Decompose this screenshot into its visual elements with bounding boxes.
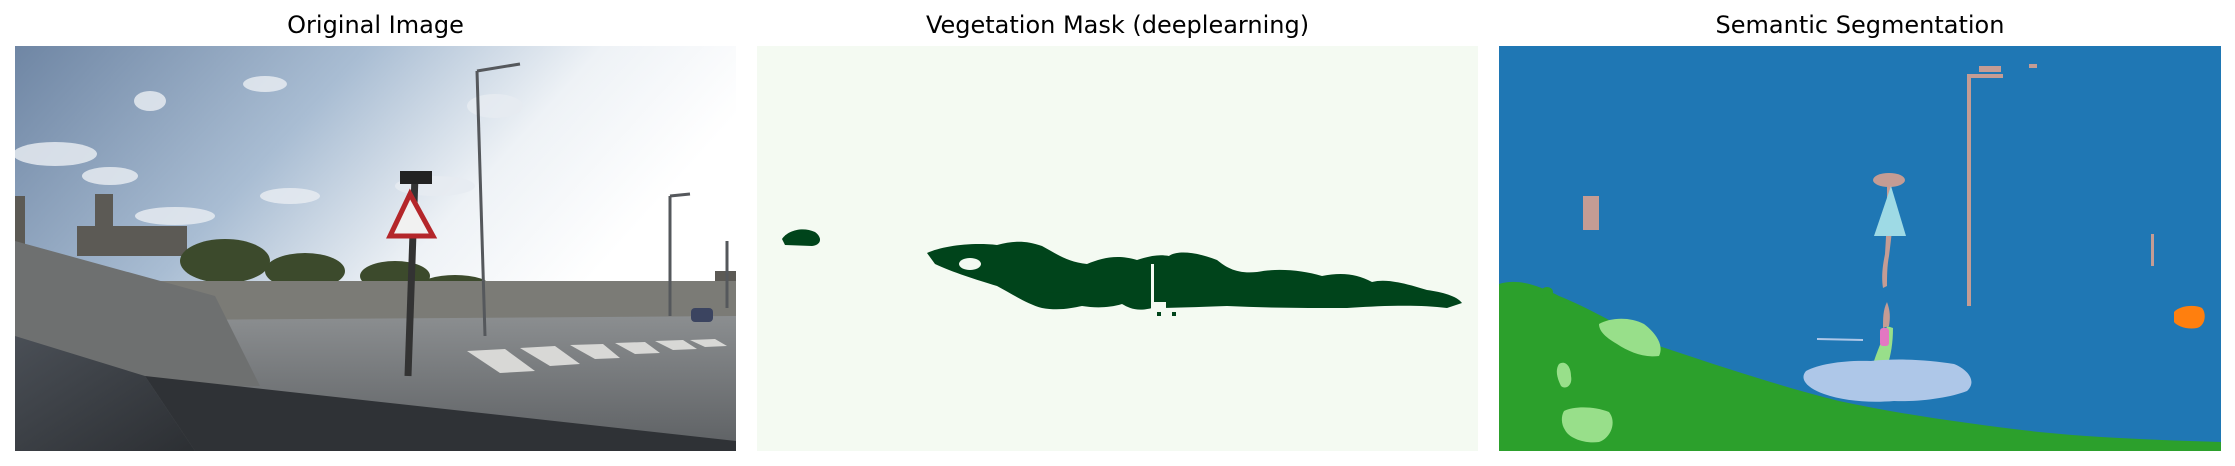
street-lamps [475,62,729,337]
segment-road [1803,359,1972,402]
segment-vegetation [1499,281,2221,451]
semantic-segmentation-image [1499,46,2221,451]
mask-background [757,46,1478,451]
vegetation-mask-title: Vegetation Mask (deeplearning) [925,11,1310,39]
semantic-segmentation-panel: Semantic Segmentation [1499,0,2221,466]
car-hood [15,336,195,451]
mask-hole [959,258,981,270]
vegetation-mask-image [757,46,1478,451]
segmentation-drawing [1499,46,2221,451]
vegetation-regions [782,229,1462,310]
original-image-panel: Original Image [15,0,736,466]
dashboard [145,376,736,451]
car [691,308,713,322]
segment-terrain [1556,318,1893,443]
mask-gap [1151,264,1154,310]
mask-gap-2 [1154,302,1166,310]
segment-sign [1874,186,1906,236]
vegetation-mask-drawing [757,46,1478,451]
segment-car [2174,305,2205,329]
original-photo-drawing [15,46,736,451]
zebra-crossing [467,339,727,373]
vegetation-mask-panel: Vegetation Mask (deeplearning) [757,0,1478,466]
original-image [15,46,736,451]
original-image-title: Original Image [287,11,464,39]
semantic-segmentation-title: Semantic Segmentation [1715,11,2005,39]
barrier [15,241,260,391]
road-sign [386,171,438,377]
segment-person [1880,328,1889,346]
